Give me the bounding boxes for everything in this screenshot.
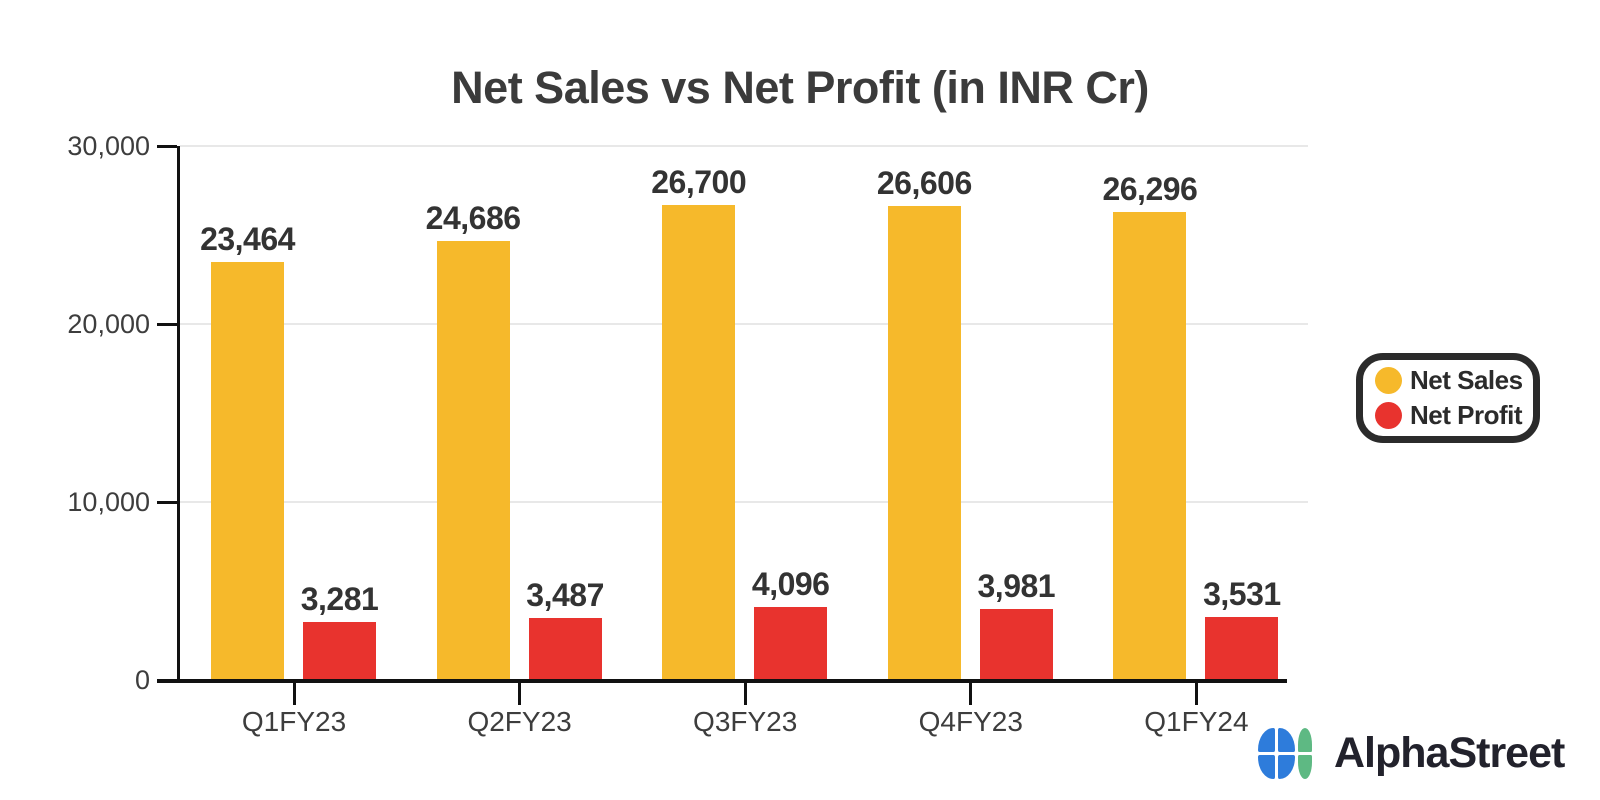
net-sales-swatch	[1375, 367, 1402, 394]
chart-title: Net Sales vs Net Profit (in INR Cr)	[451, 62, 1149, 113]
bar-value-label: 3,981	[977, 568, 1056, 605]
y-axis-tick	[157, 322, 177, 326]
logo-leaf	[1278, 755, 1295, 779]
bar-value-label: 3,531	[1203, 576, 1281, 613]
x-axis-label: Q1FY24	[1144, 706, 1249, 737]
x-axis-tick	[969, 683, 973, 705]
legend-label-net-sales: Net Sales	[1410, 365, 1523, 395]
logo-leaf	[1278, 728, 1295, 752]
bar-net-sales	[211, 262, 284, 680]
grid-line	[180, 145, 1308, 147]
bar-net-sales	[1113, 211, 1187, 680]
x-axis-label: Q4FY23	[918, 706, 1023, 737]
bar-net-profit	[754, 607, 828, 680]
bar-value-label: 23,464	[200, 221, 295, 258]
bar-value-label: 26,296	[1102, 170, 1198, 207]
legend-item-net-sales: Net Sales	[1375, 365, 1533, 396]
bar-net-profit	[303, 621, 376, 680]
logo-leaf	[1298, 755, 1312, 779]
alphastreet-logo-icon	[1258, 728, 1312, 779]
brand-footer: AlphaStreet	[1258, 728, 1565, 779]
x-axis-tick	[1194, 683, 1198, 705]
legend-item-net-profit: Net Profit	[1375, 400, 1533, 431]
grid-line	[180, 501, 1308, 503]
net-profit-swatch	[1375, 402, 1402, 429]
legend: Net Sales Net Profit	[1356, 353, 1540, 443]
bar-net-profit	[979, 609, 1053, 680]
bar-value-label: 26,700	[651, 163, 747, 200]
x-axis-tick	[518, 683, 522, 705]
x-axis-tick	[292, 683, 296, 705]
bar-net-profit	[528, 617, 602, 680]
bar-net-sales	[436, 240, 510, 680]
x-axis-label: Q2FY23	[467, 706, 572, 737]
x-axis-label: Q3FY23	[693, 706, 798, 737]
legend-label-net-profit: Net Profit	[1410, 400, 1523, 430]
y-axis-label: 20,000	[67, 309, 150, 339]
bar-value-label: 26,606	[876, 165, 972, 202]
y-axis-tick	[157, 500, 177, 504]
y-axis-label: 10,000	[67, 487, 150, 517]
y-axis-label: 0	[134, 665, 150, 695]
bar-net-profit	[1205, 617, 1279, 680]
logo-leaf	[1258, 728, 1275, 752]
y-axis-tick	[157, 144, 177, 148]
bar-net-sales	[662, 204, 736, 680]
y-axis-label: 30,000	[67, 131, 150, 161]
logo-leaf	[1258, 755, 1275, 779]
y-axis-line	[177, 146, 180, 683]
x-axis-label: Q1FY23	[241, 706, 347, 737]
bar-value-label: 3,487	[526, 576, 604, 613]
grid-line	[180, 323, 1308, 325]
bar-net-sales	[887, 206, 961, 680]
logo-leaf	[1298, 728, 1312, 752]
x-axis-tick	[743, 683, 747, 705]
x-axis-line	[157, 679, 1287, 683]
bar-value-label: 24,686	[425, 199, 521, 236]
bar-value-label: 4,096	[751, 566, 830, 603]
bar-value-label: 3,281	[300, 580, 379, 617]
brand-name: AlphaStreet	[1334, 729, 1565, 777]
